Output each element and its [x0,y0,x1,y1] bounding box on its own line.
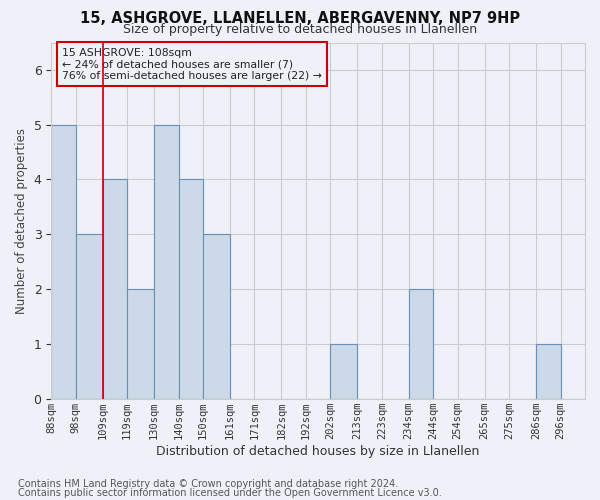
Bar [203,234,230,398]
Y-axis label: Number of detached properties: Number of detached properties [15,128,28,314]
Bar [536,344,560,399]
Text: Size of property relative to detached houses in Llanellen: Size of property relative to detached ho… [123,22,477,36]
Bar [51,124,76,398]
Text: 15 ASHGROVE: 108sqm
← 24% of detached houses are smaller (7)
76% of semi-detache: 15 ASHGROVE: 108sqm ← 24% of detached ho… [62,48,322,81]
Text: 15, ASHGROVE, LLANELLEN, ABERGAVENNY, NP7 9HP: 15, ASHGROVE, LLANELLEN, ABERGAVENNY, NP… [80,11,520,26]
Text: Contains public sector information licensed under the Open Government Licence v3: Contains public sector information licen… [18,488,442,498]
Text: Contains HM Land Registry data © Crown copyright and database right 2024.: Contains HM Land Registry data © Crown c… [18,479,398,489]
X-axis label: Distribution of detached houses by size in Llanellen: Distribution of detached houses by size … [157,444,480,458]
Bar [331,344,358,399]
Bar [154,124,179,398]
Bar [409,289,433,399]
Bar [179,180,203,398]
Bar [76,234,103,398]
Bar [103,180,127,398]
Bar [127,289,154,399]
